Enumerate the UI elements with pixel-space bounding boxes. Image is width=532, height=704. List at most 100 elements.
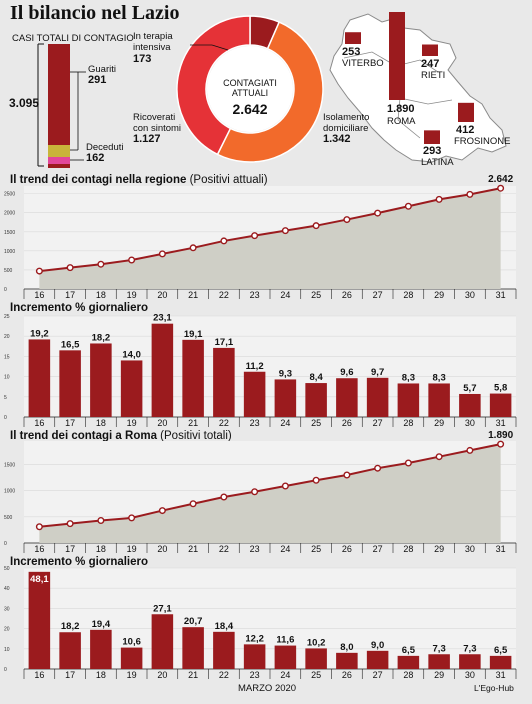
chart4-data-label-29: 7,3 bbox=[433, 643, 446, 654]
chart1-xtick-label: 31 bbox=[496, 290, 506, 300]
province-borders bbox=[343, 51, 453, 139]
chart4-bar-23 bbox=[243, 644, 266, 669]
chart3-point-20 bbox=[158, 507, 166, 515]
chart4-xtick-label: 16 bbox=[34, 670, 44, 680]
trend-regione-title: Il trend dei contagi nella regione (Posi… bbox=[10, 174, 268, 186]
guariti-segment bbox=[48, 145, 70, 157]
casi-totali-bar bbox=[37, 43, 86, 168]
province-bars bbox=[345, 12, 474, 144]
province-bar-rieti bbox=[422, 44, 438, 56]
chart2-data-label-25: 8,4 bbox=[310, 372, 324, 383]
chart3-xtick-label: 26 bbox=[342, 544, 352, 554]
chart1-xtick-label: 24 bbox=[280, 290, 290, 300]
chart3-line bbox=[39, 443, 501, 528]
chart4-data-label-22: 18,4 bbox=[215, 621, 234, 632]
province-bar-roma bbox=[389, 12, 405, 100]
rieti-value: 247 bbox=[421, 58, 440, 70]
chart3-xtick-label: 27 bbox=[373, 544, 383, 554]
chart2-data-label-27: 9,7 bbox=[371, 367, 384, 378]
donut-slice-1 bbox=[216, 21, 324, 163]
chart1-point-27 bbox=[374, 209, 382, 217]
rieti-label: RIETI bbox=[421, 70, 446, 81]
chart2-data-label-29: 8,3 bbox=[433, 372, 446, 383]
chart3-point-27 bbox=[374, 464, 382, 472]
chart4-xtick-label: 22 bbox=[219, 670, 229, 680]
chart2-ytick-label: 25 bbox=[4, 314, 10, 320]
chart1-point-30 bbox=[466, 190, 474, 198]
chart2-xtick-label: 22 bbox=[219, 418, 229, 428]
chart2-ytick-label: 20 bbox=[4, 334, 10, 340]
chart4-xtick-label: 18 bbox=[96, 670, 106, 680]
deceduti-value: 162 bbox=[86, 152, 105, 164]
chart4-data-label-18: 19,4 bbox=[92, 619, 111, 630]
chart3-ytick-label: 0 bbox=[4, 541, 7, 547]
chart1-point-28 bbox=[404, 202, 412, 210]
chart1-xtick-label: 17 bbox=[65, 290, 75, 300]
chart2-xtick-label: 19 bbox=[127, 418, 137, 428]
chart4-bar-30 bbox=[459, 654, 481, 669]
chart3-xtick-label: 28 bbox=[403, 544, 413, 554]
chart4-data-label-27: 9,0 bbox=[371, 640, 384, 651]
chart2-xtick-label: 16 bbox=[34, 418, 44, 428]
chart2-data-label-24: 9,3 bbox=[279, 368, 292, 379]
chart2-data-label-31: 5,8 bbox=[494, 383, 507, 394]
donut-hole bbox=[207, 46, 293, 132]
page-title: Il bilancio nel Lazio bbox=[10, 2, 180, 24]
chart2-bar-21 bbox=[182, 339, 204, 417]
incremento-roma-title: Incremento % giornaliero bbox=[10, 556, 149, 568]
chart4-data-label-31: 6,5 bbox=[494, 645, 508, 656]
chart4-xtick-label: 31 bbox=[496, 670, 506, 680]
chart3-xtick-label: 16 bbox=[34, 544, 44, 554]
chart4-data-label-19: 10,6 bbox=[122, 637, 141, 648]
lazio-map bbox=[329, 12, 507, 163]
chart1-ytick-label: 2500 bbox=[4, 192, 15, 198]
chart2-ytick-label: 15 bbox=[4, 354, 10, 360]
chart4-data-label-17: 18,2 bbox=[61, 621, 80, 632]
chart2-bar-28 bbox=[397, 383, 420, 417]
chart3-end-label: 1.890 bbox=[488, 430, 513, 441]
chart2-xtick-label: 25 bbox=[311, 418, 321, 428]
chart3-xtick-label: 22 bbox=[219, 544, 229, 554]
chart4-ytick-label: 30 bbox=[4, 606, 10, 612]
chart1-line bbox=[39, 187, 501, 273]
chart4-bar-31 bbox=[489, 655, 512, 669]
guariti-label: Guariti bbox=[88, 64, 116, 75]
chart3-xtick-label: 21 bbox=[188, 544, 198, 554]
chart1-point-21 bbox=[189, 244, 197, 252]
chart3-point-19 bbox=[128, 514, 136, 522]
chart2-data-label-19: 14,0 bbox=[122, 349, 141, 360]
chart3-point-17 bbox=[66, 520, 74, 528]
chart4-data-label-20: 27,1 bbox=[153, 603, 172, 614]
chart2-xtick-label: 31 bbox=[496, 418, 506, 428]
chart2-bar-29 bbox=[428, 383, 450, 417]
chart3-ytick-label: 500 bbox=[4, 515, 13, 521]
contagiati-donut bbox=[176, 15, 324, 163]
chart1-point-31 bbox=[497, 184, 505, 192]
chart4-bar-29 bbox=[428, 654, 450, 669]
chart4-bar-20 bbox=[151, 614, 174, 669]
chart4-xtick-label: 19 bbox=[127, 670, 137, 680]
donut-center-value: 2.642 bbox=[232, 101, 268, 117]
chart2-xtick-label: 20 bbox=[157, 418, 167, 428]
chart4-data-label-30: 7,3 bbox=[463, 643, 476, 654]
chart1-ytick-label: 500 bbox=[4, 268, 13, 274]
chart2-data-label-18: 18,2 bbox=[92, 332, 111, 343]
chart1-point-20 bbox=[158, 250, 166, 258]
chart2-data-label-30: 5,7 bbox=[463, 383, 476, 394]
chart3-xtick-label: 24 bbox=[280, 544, 290, 554]
chart1-xtick-label: 22 bbox=[219, 290, 229, 300]
chart2-xtick-label: 21 bbox=[188, 418, 198, 428]
chart1-ytick-label: 0 bbox=[4, 287, 7, 293]
chart2-bar-22 bbox=[213, 347, 235, 417]
chart4-data-label-23: 12,2 bbox=[245, 633, 264, 644]
chart2-data-label-20: 23,1 bbox=[153, 313, 172, 324]
chart2-ytick-label: 10 bbox=[4, 375, 10, 381]
chart4-xtick-label: 28 bbox=[403, 670, 413, 680]
chart3-xtick-label: 17 bbox=[65, 544, 75, 554]
chart4-ytick-label: 40 bbox=[4, 586, 10, 592]
chart2-bar-25 bbox=[305, 383, 327, 417]
chart4-xtick-label: 21 bbox=[188, 670, 198, 680]
chart1-xtick-label: 21 bbox=[188, 290, 198, 300]
chart1-point-19 bbox=[128, 256, 136, 264]
